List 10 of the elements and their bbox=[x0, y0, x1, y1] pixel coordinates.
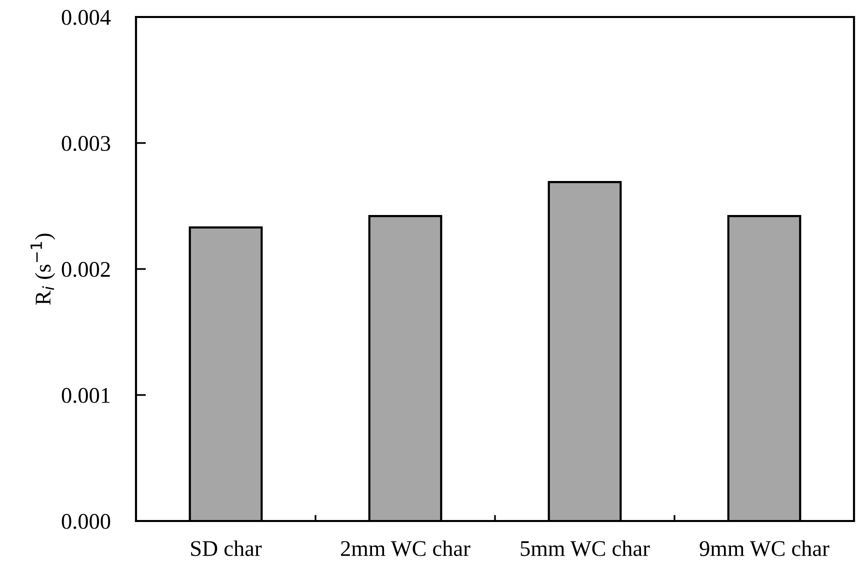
y-tick-label: 0.002 bbox=[62, 262, 110, 278]
y-tick-label: 0.000 bbox=[62, 514, 110, 530]
y-tick-label: 0.004 bbox=[62, 10, 111, 26]
y-tick-label: 0.001 bbox=[62, 388, 110, 404]
x-tick-label: 2mm WC char bbox=[341, 540, 470, 556]
y-axis-title: R$_{i}$ (s$^{−1}$) bbox=[30, 234, 56, 305]
y-tick-label: 0.003 bbox=[62, 136, 110, 152]
x-tick-label: 9mm WC char bbox=[700, 540, 830, 556]
x-tick-label: 5mm WC char bbox=[520, 540, 650, 556]
x-tick-label: SD char bbox=[191, 540, 262, 556]
